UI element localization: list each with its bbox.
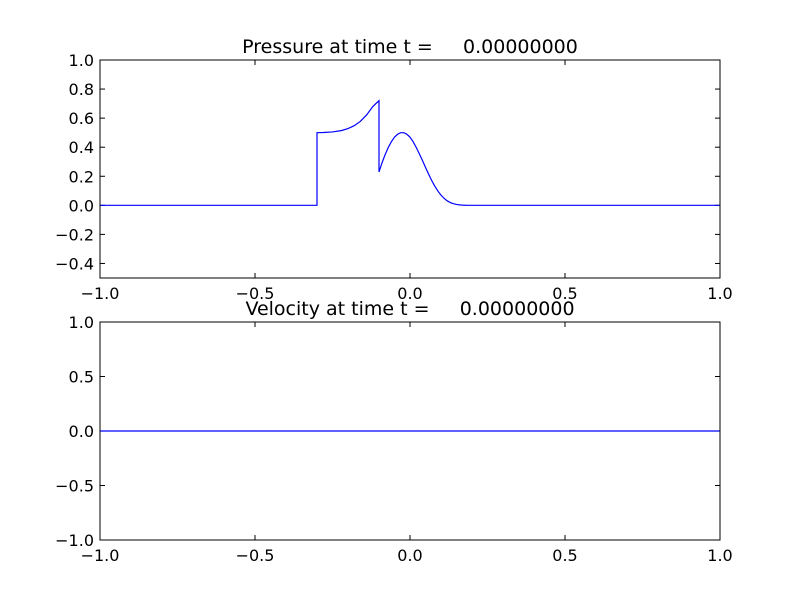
- pressure-ytick-label: 0.8: [69, 80, 94, 99]
- velocity-xtick-label: 0.0: [397, 546, 422, 565]
- pressure-tick-labels: −1.0 −0.5 0.0 0.5 1.0 −0.4 −0.2 0.0 0.2 0.4 0.6 0.8…: [55, 51, 733, 303]
- pressure-xtick-label: −0.5: [236, 284, 275, 303]
- velocity-ytick-label: 1.0: [69, 313, 94, 332]
- velocity-axes-frame: [99, 321, 721, 541]
- velocity-ytick-label: 0.5: [69, 368, 94, 387]
- velocity-xtick-label: −0.5: [236, 546, 275, 565]
- pressure-ytick-label: −0.2: [55, 225, 94, 244]
- pressure-series-line: [100, 99, 720, 206]
- velocity-ytick-label: 0.0: [69, 422, 94, 441]
- velocity-xtick-label: 0.5: [552, 546, 577, 565]
- pressure-ytick-label: 0.4: [69, 138, 94, 157]
- velocity-subplot: Velocity at time t = 0.00000000 −1.0 −0.5…: [55, 298, 733, 565]
- pressure-xtick-label: −1.0: [81, 284, 120, 303]
- pressure-ytick-label: 0.2: [69, 167, 94, 186]
- pressure-title: Pressure at time t = 0.00000000: [242, 36, 578, 58]
- pressure-axes-frame: [99, 59, 721, 279]
- velocity-xtick-label: 1.0: [707, 546, 732, 565]
- velocity-tick-labels: −1.0 −0.5 0.0 0.5 1.0 −1.0 −0.5 0.0 0.5 1.0: [55, 313, 733, 565]
- pressure-ytick-label: −0.4: [55, 254, 94, 273]
- velocity-ytick-label: −0.5: [55, 477, 94, 496]
- velocity-title: Velocity at time t = 0.00000000: [245, 298, 574, 320]
- pressure-xtick-label: 1.0: [707, 284, 732, 303]
- pressure-plot-area: [100, 99, 720, 206]
- velocity-ytick-label: −1.0: [55, 531, 94, 550]
- pressure-ytick-label: 0.6: [69, 109, 94, 128]
- velocity-xtick-label: −1.0: [81, 546, 120, 565]
- pressure-ytick-label: 1.0: [69, 51, 94, 70]
- pressure-xtick-label: 0.0: [397, 284, 422, 303]
- pressure-subplot: Pressure at time t = 0.00000000 −1.0 −0.5…: [55, 36, 733, 303]
- pressure-xtick-label: 0.5: [552, 284, 577, 303]
- pressure-ytick-label: 0.0: [69, 196, 94, 215]
